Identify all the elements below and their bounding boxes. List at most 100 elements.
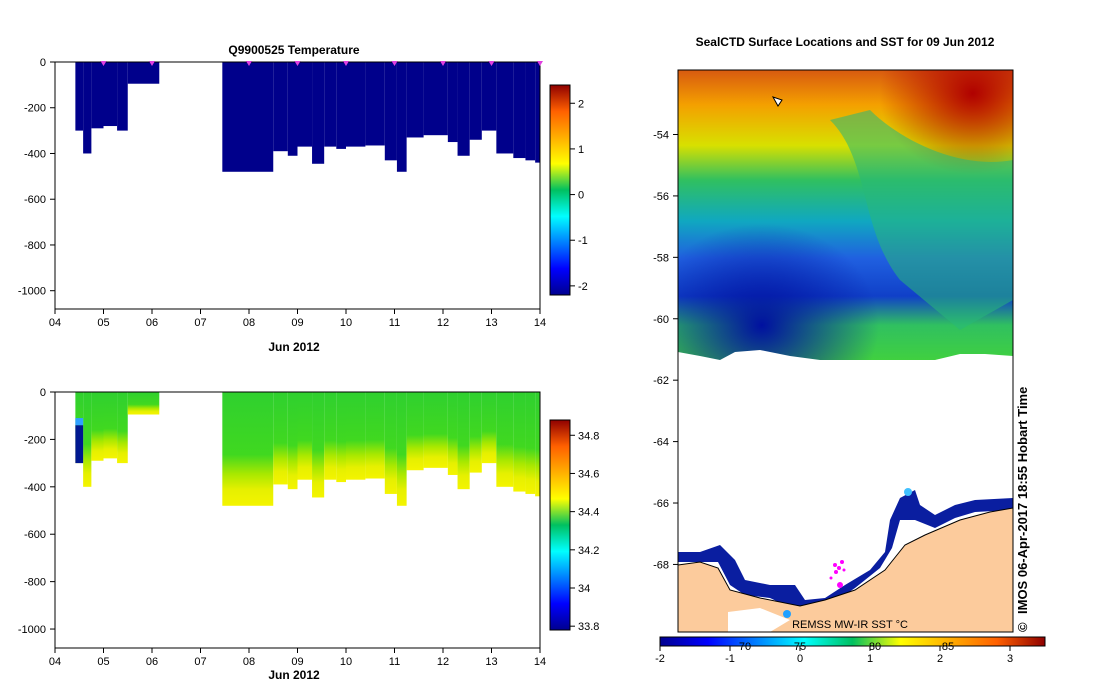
salinity-column [384,392,397,494]
x-tick-label: 07 [194,317,206,329]
temperature-column [336,62,346,149]
temperature-column [423,62,448,136]
salinity-column [222,392,274,506]
profile-marker [440,61,446,66]
temperature-column [117,62,128,131]
x-tick-label: 10 [340,656,352,668]
profile-marker [488,61,495,66]
temperature-column [513,62,526,159]
profile-markers [100,61,543,66]
temperature-column [457,62,470,156]
sst-map-frame [677,69,1014,633]
imos-credit: IMOS 06-Apr-2017 18:55 Hobart Time [1015,387,1030,614]
x-tick-label: 08 [243,656,255,668]
salinity-column [496,392,514,487]
colorbar-tick-label: 2 [578,98,584,110]
sst-colorbar-tick-label: -1 [725,653,735,665]
profile-marker [100,61,107,66]
sst-colorbar-tick-label: 2 [937,653,943,665]
salinity-column [396,392,407,506]
y-tick-label: -400 [24,482,46,494]
salinity-column [346,392,366,480]
sst-green-tongue [830,110,1013,330]
salinity-column [423,392,448,468]
salinity-column [297,392,313,480]
salinity-column [365,392,385,479]
x-tick-label: 13 [485,317,497,329]
sst-map-title: SealCTD Surface Locations and SST for 09… [696,35,995,49]
x-tick-label: 07 [194,656,206,668]
x-tick-label: 09 [291,656,303,668]
copyright-symbol: © [1015,622,1030,632]
salinity-column [91,392,104,461]
latitude-axis: -54 -56 -58 -60 -62 -64 -66 -68 [653,129,678,571]
salinity-column [457,392,470,490]
salinity-column [406,392,424,471]
temperature-column [469,62,482,140]
salinity-heatmap [75,392,540,506]
sst-legend-note: REMSS MW-IR SST °C [792,619,908,631]
salinity-colorbar [549,419,571,631]
temperature-column [287,62,298,156]
temperature-column [447,62,458,143]
temperature-chart-title: Q9900525 Temperature [228,43,360,57]
x-tick-label: 06 [146,656,158,668]
temperature-column [222,62,274,172]
coastal-sst-band [678,490,1013,612]
x-tick-label: 12 [437,656,449,668]
salinity-mid-patch [75,418,84,426]
colorbar-tick-label: 34.6 [578,468,599,480]
temperature-column [365,62,385,146]
temperature-column [83,62,92,154]
cyan-coastal-spot [783,610,791,618]
salinity-x-label: Jun 2012 [268,668,320,682]
y-tick-label: -600 [24,529,46,541]
salinity-column [469,392,482,473]
y-tick-label: -800 [24,577,46,589]
salinity-column [447,392,458,475]
sst-colorbar [659,636,1046,647]
y-tick-label: -600 [24,194,46,206]
x-tick-label: 11 [389,656,400,668]
profile-marker [246,61,252,66]
longitude-label: 70 [739,641,751,653]
temperature-column [346,62,366,147]
temperature-colorbar-ticks: 2 1 0 -1 -2 [570,98,588,293]
x-tick-label: 09 [291,317,303,329]
salinity-axes: 0 -200 -400 -600 -800 -1000 04 05 06 07 08 09 10 11 12… [18,387,546,668]
sst-map [678,70,1013,632]
longitude-label: 75 [794,641,806,653]
y-tick-label: 0 [40,387,46,399]
salinity-column [287,392,298,490]
profile-marker [149,61,155,66]
x-tick-label: 06 [146,317,158,329]
salinity-colorbar-ticks: 34.8 34.6 34.4 34.2 34 33.8 [570,430,599,633]
profile-marker [343,61,349,66]
salinity-column [127,392,160,415]
sst-colorbar-tick-label: -2 [655,653,665,665]
y-tick-label: -1000 [18,286,46,298]
colorbar-tick-label: 34 [578,583,590,595]
y-tick-label: -200 [24,434,46,446]
lat-tick-label: -54 [653,129,669,141]
x-tick-label: 10 [340,317,352,329]
y-tick-label: -200 [24,103,46,115]
lat-tick-label: -58 [653,252,669,264]
salinity-column [117,392,128,464]
lat-tick-label: -62 [653,375,669,387]
lat-tick-label: -60 [653,314,669,326]
y-tick-label: -1000 [18,624,46,636]
ice-shelf-white [728,608,790,632]
colorbar-tick-label: 33.8 [578,621,599,633]
lat-tick-label: -68 [653,559,669,571]
lat-tick-label: -56 [653,191,669,203]
cyan-coastal-spot-2 [904,488,912,496]
y-tick-label: -800 [24,240,46,252]
y-tick-label: -400 [24,148,46,160]
profile-marker [391,61,398,66]
salinity-column [312,392,325,498]
temperature-column [273,62,288,152]
profile-marker [537,61,543,66]
y-tick-label: 0 [40,57,46,69]
